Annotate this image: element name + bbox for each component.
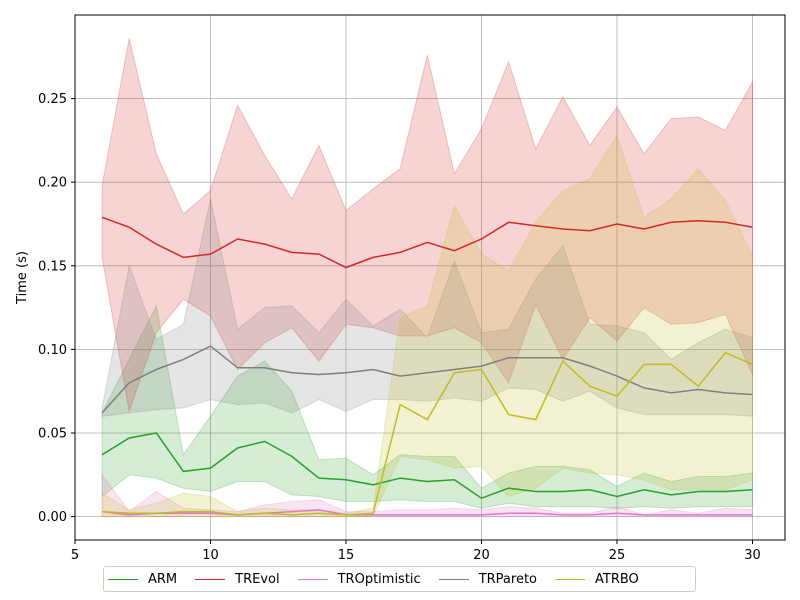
x-tick-label: 5	[71, 548, 79, 563]
y-tick-label: 0.10	[38, 343, 67, 358]
legend-swatch	[438, 578, 469, 580]
x-tick-label: 20	[473, 548, 490, 563]
line-trevol	[101, 216, 753, 269]
legend-item-trpareto: TRPareto	[438, 571, 537, 587]
legend-label: ATRBO	[595, 571, 639, 587]
x-tick-label: 10	[202, 548, 219, 563]
x-tick-label: 30	[744, 548, 761, 563]
legend-item-arm: ARM	[108, 572, 177, 587]
legend: ARM TREvol TROptimistic TRPareto ATRBO	[103, 566, 696, 592]
line-arm	[101, 432, 753, 500]
band-trevol	[101, 38, 753, 414]
x-tick-label: 25	[609, 548, 626, 563]
plot-frame	[74, 14, 786, 541]
legend-item-trevol: TREvol	[195, 571, 280, 587]
band-arm	[101, 304, 753, 509]
confidence-bands	[101, 38, 753, 518]
legend-label: TROptimistic	[337, 571, 421, 587]
line-trpareto	[101, 345, 753, 414]
line-troptimistic	[102, 509, 753, 516]
legend-swatch	[195, 578, 226, 580]
y-axis-label: Time (s)	[15, 251, 30, 305]
x-tick-label: 15	[338, 548, 355, 563]
grid-lines	[74, 15, 785, 540]
y-axis: 0.00 0.05 0.10 0.15 0.20 0.25	[38, 92, 75, 525]
legend-swatch	[297, 578, 328, 580]
y-tick-label: 0.15	[38, 259, 67, 274]
y-tick-label: 0.05	[38, 426, 67, 441]
band-troptimistic	[101, 473, 753, 518]
legend-item-troptimistic: TROptimistic	[297, 571, 421, 587]
y-tick-label: 0.20	[38, 176, 67, 191]
band-trpareto	[101, 198, 753, 417]
legend-label: ARM	[148, 571, 178, 587]
legend-swatch	[108, 578, 138, 580]
legend-swatch	[555, 578, 585, 580]
legend-item-atrbo: ATRBO	[555, 572, 639, 587]
series-lines	[101, 216, 753, 516]
y-tick-label: 0.00	[38, 510, 67, 525]
x-axis: 5 10 15 20 25 30	[71, 540, 761, 563]
y-tick-label: 0.25	[38, 92, 67, 107]
legend-label: TRPareto	[478, 571, 537, 587]
line-atrbo	[102, 351, 753, 516]
legend-label: TREvol	[235, 571, 280, 587]
